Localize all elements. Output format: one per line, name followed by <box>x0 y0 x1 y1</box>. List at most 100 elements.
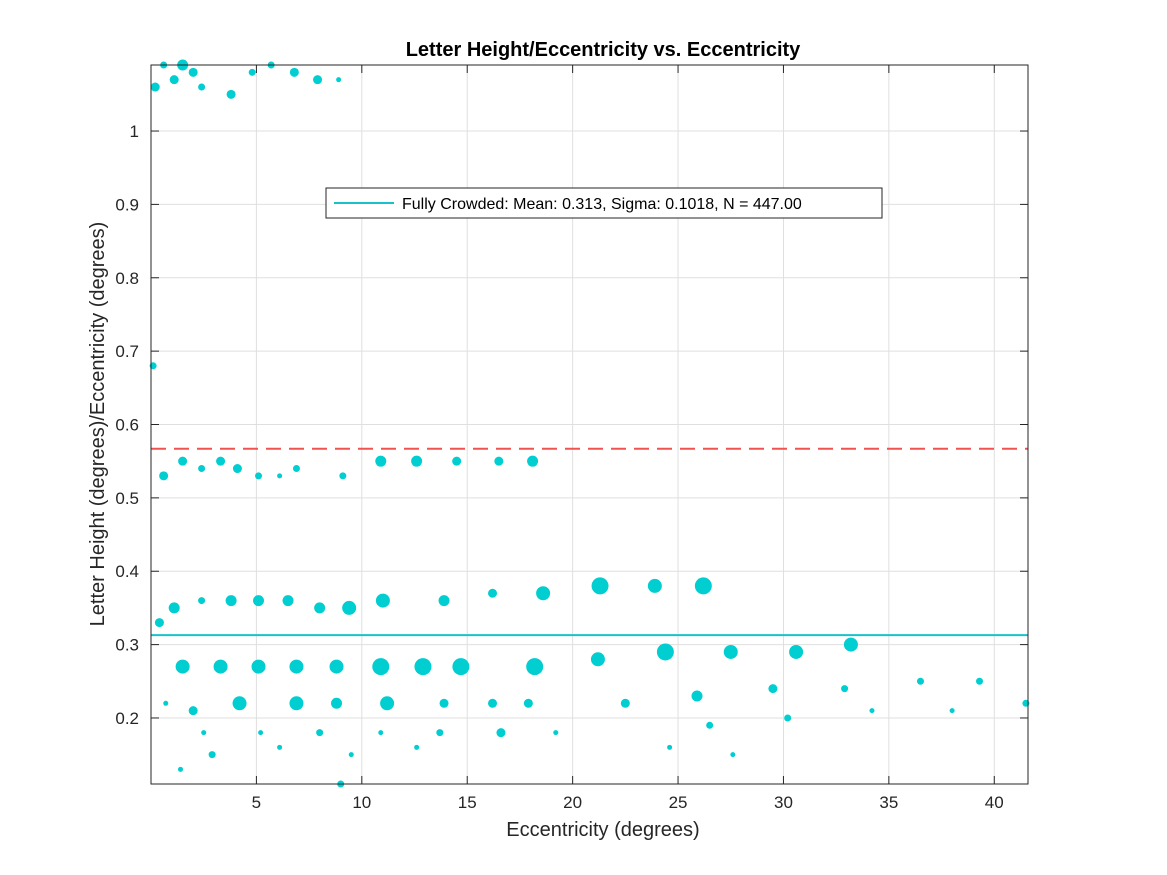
data-point <box>375 455 387 467</box>
data-point <box>789 644 804 659</box>
data-point <box>289 659 304 674</box>
data-point <box>949 708 955 714</box>
y-tick-label: 0.3 <box>115 636 139 655</box>
x-tick-label: 5 <box>252 793 261 812</box>
data-point <box>208 751 216 759</box>
data-point <box>248 68 256 76</box>
y-tick-label: 0.2 <box>115 709 139 728</box>
data-point <box>175 659 190 674</box>
data-point <box>198 597 206 605</box>
data-point <box>591 577 609 595</box>
x-tick-label: 30 <box>774 793 793 812</box>
data-point <box>523 698 533 708</box>
data-point <box>452 456 462 466</box>
data-point <box>188 706 198 716</box>
data-point <box>163 700 169 706</box>
data-point <box>553 730 559 736</box>
legend: Fully Crowded: Mean: 0.313, Sigma: 0.101… <box>325 187 883 219</box>
data-point <box>198 465 206 473</box>
data-point <box>178 456 188 466</box>
data-point <box>414 658 432 676</box>
data-point <box>536 586 551 601</box>
data-point <box>232 464 242 474</box>
data-point <box>289 696 304 711</box>
y-tick-label: 0.5 <box>115 489 139 508</box>
data-point <box>488 588 498 598</box>
x-tick-label: 15 <box>458 793 477 812</box>
data-point <box>723 644 738 659</box>
data-point <box>378 730 384 736</box>
data-point <box>439 698 449 708</box>
data-point <box>253 595 265 607</box>
data-point <box>213 659 228 674</box>
y-tick-label: 1 <box>130 122 139 141</box>
data-point <box>226 89 236 99</box>
tick-labels: 5 10 15 20 25 30 35 40 0.2 0.3 0.4 0.5 0.6 0.7 0.8 0.9 1 <box>115 122 1003 812</box>
y-tick-label: 0.6 <box>115 416 139 435</box>
data-point <box>411 455 423 467</box>
data-point <box>251 659 266 674</box>
data-point <box>375 593 390 608</box>
legend-box <box>325 187 883 219</box>
data-point <box>494 456 504 466</box>
data-point <box>526 658 544 676</box>
data-point <box>647 578 662 593</box>
data-point <box>255 472 263 480</box>
data-point <box>348 752 354 758</box>
x-tick-label: 20 <box>563 793 582 812</box>
data-point <box>316 729 324 737</box>
legend-entry-mean: Fully Crowded: Mean: 0.313, Sigma: 0.101… <box>402 196 802 213</box>
data-point <box>496 728 506 738</box>
data-point <box>452 658 470 676</box>
x-tick-label: 25 <box>669 793 688 812</box>
data-point <box>216 456 226 466</box>
data-point <box>527 455 539 467</box>
data-point <box>691 690 703 702</box>
x-axis-label: Eccentricity (degrees) <box>506 819 699 841</box>
data-point <box>289 67 299 77</box>
data-point <box>201 730 207 736</box>
data-point <box>339 472 347 480</box>
y-axis-label: Letter Height (degrees)/Eccentricity (de… <box>87 222 109 627</box>
data-point <box>282 595 294 607</box>
data-point <box>380 696 395 711</box>
data-point <box>198 83 206 91</box>
data-point <box>168 602 180 614</box>
data-point <box>488 698 498 708</box>
data-point <box>841 685 849 693</box>
y-tick-label: 0.4 <box>115 562 139 581</box>
data-point <box>232 696 247 711</box>
data-point <box>620 698 630 708</box>
data-point <box>154 618 164 628</box>
data-point <box>976 677 984 685</box>
data-point <box>916 677 924 685</box>
data-point <box>277 473 283 479</box>
data-point <box>342 600 357 615</box>
data-point <box>314 602 326 614</box>
data-point <box>784 714 792 722</box>
data-point <box>436 729 444 737</box>
data-points <box>149 59 1030 788</box>
data-point <box>694 577 712 595</box>
data-point <box>656 643 674 661</box>
data-point <box>225 595 237 607</box>
data-point <box>313 75 323 85</box>
data-point <box>159 471 169 481</box>
data-point <box>438 595 450 607</box>
data-point <box>768 684 778 694</box>
data-point <box>329 659 344 674</box>
y-tick-label: 0.7 <box>115 342 139 361</box>
data-point <box>258 730 264 736</box>
data-point <box>372 658 390 676</box>
data-point <box>843 637 858 652</box>
data-point <box>869 708 875 714</box>
data-point <box>730 752 736 758</box>
data-point <box>331 697 343 709</box>
data-point <box>292 465 300 473</box>
data-point <box>706 721 714 729</box>
data-point <box>150 82 160 92</box>
x-tick-label: 10 <box>352 793 371 812</box>
x-tick-label: 35 <box>879 793 898 812</box>
y-tick-label: 0.9 <box>115 195 139 214</box>
